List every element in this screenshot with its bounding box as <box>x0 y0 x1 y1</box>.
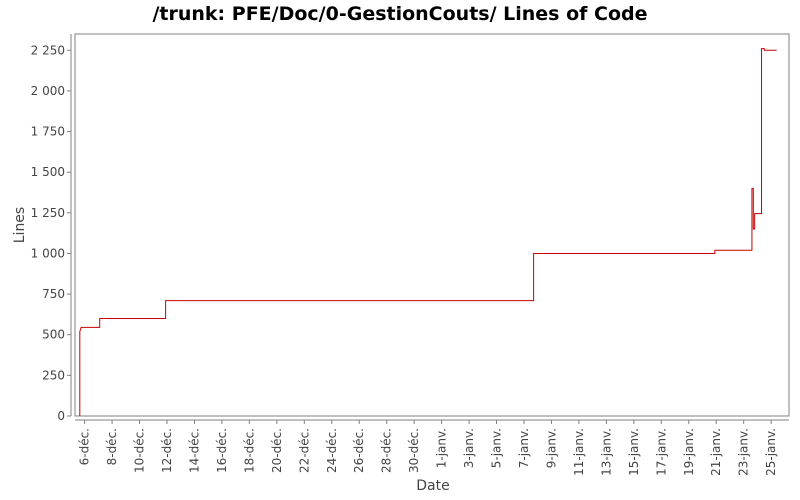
x-tick-label: 28-déc. <box>380 428 394 473</box>
chart-title: /trunk: PFE/Doc/0-GestionCouts/ Lines of… <box>152 3 647 25</box>
x-tick-label: 15-janv. <box>627 428 641 476</box>
y-tick-label: 2 250 <box>31 43 65 57</box>
x-tick-label: 6-déc. <box>78 428 92 465</box>
y-tick-label: 2 000 <box>31 84 65 98</box>
x-axis-label: Date <box>416 478 449 494</box>
x-tick-label: 14-déc. <box>187 428 201 473</box>
x-tick-label: 1-janv. <box>435 428 449 468</box>
x-tick-label: 24-déc. <box>325 428 339 473</box>
y-axis-label: Lines <box>12 207 28 243</box>
x-tick-label: 13-janv. <box>599 428 613 476</box>
y-tick-label: 500 <box>42 328 65 342</box>
x-tick-label: 19-janv. <box>682 428 696 476</box>
y-tick-label: 1 500 <box>31 165 65 179</box>
plot-area: 0 250 500 750 1 000 1 250 1 500 1 750 2 000 2 250… <box>31 33 790 476</box>
x-tick-label: 20-déc. <box>270 428 284 473</box>
x-tick-label: 30-déc. <box>407 428 421 473</box>
y-tick-label: 1 750 <box>31 125 65 139</box>
x-tick-label: 17-janv. <box>654 428 668 476</box>
x-tick-label: 12-déc. <box>160 428 174 473</box>
x-tick-label: 23-janv. <box>737 428 751 476</box>
x-tick-label: 5-janv. <box>490 428 504 468</box>
plot-border <box>74 33 790 417</box>
x-tick-label: 22-déc. <box>297 428 311 473</box>
x-tick-label: 9-janv. <box>544 428 558 468</box>
series-line <box>79 48 777 416</box>
x-tick-label: 10-déc. <box>133 428 147 473</box>
y-tick-label: 1 250 <box>31 206 65 220</box>
y-tick-label: 0 <box>57 409 65 423</box>
x-tick-label: 7-janv. <box>517 428 531 468</box>
x-tick-label: 8-déc. <box>105 428 119 465</box>
x-tick-label: 3-janv. <box>462 428 476 468</box>
x-tick-label: 11-janv. <box>572 428 586 476</box>
y-tick-label: 250 <box>42 368 65 382</box>
y-tick-label: 750 <box>42 287 65 301</box>
x-tick-label: 16-déc. <box>215 428 229 473</box>
x-tick-label: 26-déc. <box>352 428 366 473</box>
y-tick-label: 1 000 <box>31 246 65 260</box>
x-tick-label: 21-janv. <box>709 428 723 476</box>
x-tick-label: 18-déc. <box>242 428 256 473</box>
x-tick-label: 25-janv. <box>764 428 778 476</box>
